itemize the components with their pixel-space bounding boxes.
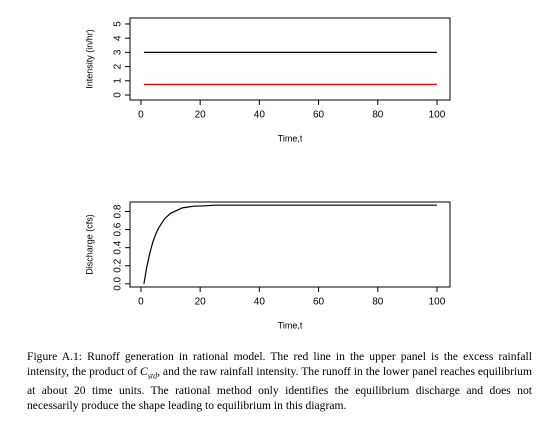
x-axis-label: Time,t: [278, 133, 303, 143]
y-tick-label: 0.4: [113, 240, 124, 254]
y-tick-label: 0.0: [113, 276, 124, 290]
caption: Figure A.1: Runoff generation in rationa…: [27, 349, 532, 413]
y-tick-label: 0.2: [113, 258, 124, 272]
x-tick-label: 80: [372, 110, 384, 121]
caption-symbol: C: [140, 365, 148, 378]
y-tick-label: 0.6: [113, 222, 124, 236]
x-tick-label: 100: [429, 110, 446, 121]
y-tick-label: 0.8: [113, 204, 124, 218]
y-tick-label: 4: [113, 35, 124, 41]
caption-text: Figure A.1: Runoff generation in rationa…: [27, 350, 532, 378]
x-axis-label: Time,t: [278, 320, 303, 330]
y-axis-label: Discharge (cfs): [84, 214, 94, 275]
plot-box: [129, 201, 451, 288]
x-tick-label: 20: [195, 297, 207, 308]
x-tick-label: 80: [372, 297, 384, 308]
plot-box: [129, 17, 451, 101]
caption-subscript: std: [148, 371, 157, 380]
y-tick-label: 1: [113, 78, 124, 84]
y-axis-label: Intensity (in/hr): [84, 29, 94, 89]
x-tick-label: 0: [138, 110, 144, 121]
x-tick-label: 60: [313, 110, 325, 121]
x-tick-label: 40: [254, 110, 266, 121]
caption-text: , and the raw rainfall intensity. The ru…: [27, 365, 532, 413]
x-tick-label: 0: [138, 297, 144, 308]
x-tick-label: 20: [195, 110, 207, 121]
x-tick-label: 100: [429, 297, 446, 308]
data-line: [143, 204, 437, 284]
x-tick-label: 40: [254, 297, 266, 308]
figure: 0 20 40 60 80 100 0 1 2 3 4 5 Time,t Intensity (in/hr…: [84, 17, 451, 330]
y-tick-label: 3: [113, 49, 124, 55]
x-tick-label: 60: [313, 297, 325, 308]
y-tick-label: 2: [113, 63, 124, 69]
caption-subscript-text: std: [147, 371, 158, 381]
y-tick-label: 0: [113, 92, 124, 98]
y-tick-label: 5: [113, 21, 124, 27]
